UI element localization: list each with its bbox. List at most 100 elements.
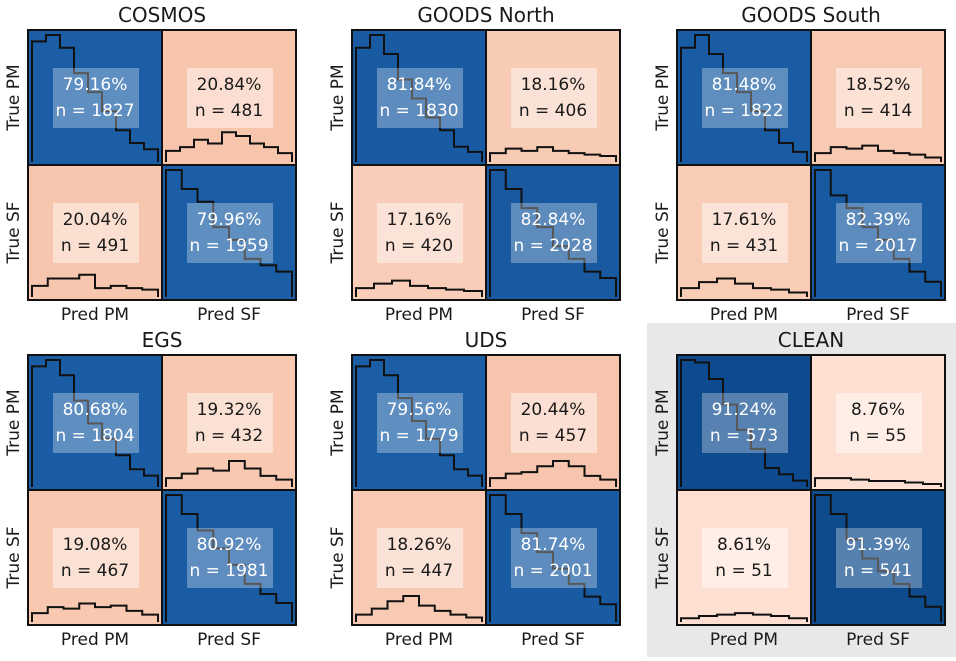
histogram-step bbox=[165, 460, 293, 487]
x-axis-label: Pred SF bbox=[521, 305, 585, 325]
matrix-cell: 8.76% n = 55 bbox=[811, 355, 945, 490]
panel-title: CLEAN bbox=[778, 328, 844, 352]
cell-count: n = 1830 bbox=[379, 101, 458, 121]
label-box bbox=[187, 203, 273, 263]
cell-percent: 20.44% bbox=[521, 400, 586, 420]
cell-count: n = 1822 bbox=[704, 101, 783, 121]
cell-fill bbox=[486, 355, 620, 490]
matrix-cell: 17.16% n = 420 bbox=[352, 165, 486, 300]
histogram-step bbox=[680, 612, 808, 622]
cell-count: n = 431 bbox=[710, 236, 778, 256]
cell-count: n = 1779 bbox=[379, 426, 458, 446]
x-axis-label: Pred SF bbox=[846, 305, 910, 325]
histogram-step bbox=[680, 277, 808, 297]
label-box bbox=[836, 528, 922, 588]
label-box bbox=[377, 203, 463, 263]
matrix-cell: 91.24% n = 573 bbox=[677, 355, 811, 490]
y-axis-label: True SF bbox=[4, 526, 24, 589]
label-box bbox=[702, 203, 788, 263]
histogram-step bbox=[489, 460, 617, 487]
histogram-step bbox=[355, 595, 483, 622]
x-axis-label: Pred PM bbox=[385, 305, 453, 325]
cell-percent: 17.61% bbox=[712, 210, 777, 230]
cell-count: n = 1981 bbox=[189, 561, 268, 581]
histogram-step bbox=[165, 131, 293, 162]
histogram-step bbox=[355, 34, 483, 162]
matrix-cell: 79.96% n = 1959 bbox=[162, 165, 296, 300]
cell-count: n = 467 bbox=[61, 561, 129, 581]
histogram-step bbox=[31, 34, 159, 162]
x-axis-label: Pred PM bbox=[710, 305, 778, 325]
cell-count: n = 457 bbox=[519, 426, 587, 446]
y-axis-label: True SF bbox=[328, 201, 348, 264]
histogram-step bbox=[355, 279, 483, 297]
y-axis-label: True PM bbox=[328, 389, 348, 456]
cell-count: n = 51 bbox=[715, 561, 772, 581]
cell-count: n = 2028 bbox=[513, 236, 592, 256]
label-box bbox=[702, 68, 788, 128]
matrix-cell: 81.48% n = 1822 bbox=[677, 30, 811, 165]
cell-percent: 91.24% bbox=[712, 400, 777, 420]
matrix-cell: 18.16% n = 406 bbox=[486, 30, 620, 165]
cell-percent: 19.08% bbox=[63, 535, 128, 555]
cell-percent: 8.76% bbox=[851, 400, 905, 420]
label-box bbox=[836, 68, 922, 128]
y-axis-label: True PM bbox=[4, 64, 24, 131]
x-axis-label: Pred SF bbox=[846, 630, 910, 650]
cell-count: n = 1959 bbox=[189, 236, 268, 256]
cell-count: n = 2001 bbox=[513, 561, 592, 581]
cell-count: n = 432 bbox=[195, 426, 263, 446]
panel-uds: UDS 79.56% n = 1779 20.44% n = 457 18.26% n = … bbox=[328, 328, 621, 650]
matrix-cell: 18.52% n = 414 bbox=[811, 30, 945, 165]
cell-count: n = 1804 bbox=[55, 426, 134, 446]
matrix-cell: 82.39% n = 2017 bbox=[811, 165, 945, 300]
cell-percent: 91.39% bbox=[846, 535, 911, 555]
matrix-cell: 17.61% n = 431 bbox=[677, 165, 811, 300]
cell-fill bbox=[811, 355, 945, 490]
matrix-cell: 82.84% n = 2028 bbox=[486, 165, 620, 300]
label-box bbox=[511, 203, 597, 263]
histogram-step bbox=[680, 34, 808, 162]
cell-percent: 82.39% bbox=[846, 210, 911, 230]
label-box bbox=[377, 393, 463, 453]
cell-count: n = 1827 bbox=[55, 101, 134, 121]
matrix-cell: 20.04% n = 491 bbox=[28, 165, 162, 300]
x-axis-label: Pred PM bbox=[61, 305, 129, 325]
matrix-cell: 19.08% n = 467 bbox=[28, 490, 162, 625]
matrix-cell: 79.16% n = 1827 bbox=[28, 30, 162, 165]
panel-egs: EGS 80.68% n = 1804 19.32% n = 432 19.08% n = … bbox=[4, 328, 297, 650]
label-box bbox=[53, 393, 139, 453]
label-box bbox=[187, 393, 273, 453]
cell-percent: 79.56% bbox=[387, 400, 452, 420]
panel-title: GOODS North bbox=[417, 3, 554, 27]
cell-percent: 19.32% bbox=[197, 400, 262, 420]
cell-percent: 80.92% bbox=[197, 535, 262, 555]
cell-fill bbox=[677, 165, 811, 300]
label-box bbox=[702, 393, 788, 453]
cell-fill bbox=[352, 355, 486, 490]
label-box bbox=[511, 528, 597, 588]
cell-percent: 81.48% bbox=[712, 75, 777, 95]
label-box bbox=[187, 68, 273, 128]
cell-count: n = 414 bbox=[844, 101, 912, 121]
x-axis-label: Pred PM bbox=[710, 630, 778, 650]
panel-title: GOODS South bbox=[741, 3, 881, 27]
label-box bbox=[836, 203, 922, 263]
x-axis-label: Pred SF bbox=[197, 630, 261, 650]
cell-percent: 20.04% bbox=[63, 210, 128, 230]
label-box bbox=[511, 68, 597, 128]
matrix-cell: 79.56% n = 1779 bbox=[352, 355, 486, 490]
panel-clean: CLEAN 91.24% n = 573 8.76% n = 55 8.61% n = 51… bbox=[647, 323, 956, 657]
cell-fill bbox=[162, 30, 296, 165]
y-axis-label: True PM bbox=[328, 64, 348, 131]
panel-cosmos: COSMOS 79.16% n = 1827 20.84% n = 481 20.04% n… bbox=[4, 3, 297, 325]
x-axis-label: Pred SF bbox=[197, 305, 261, 325]
cell-percent: 82.84% bbox=[521, 210, 586, 230]
histogram-step bbox=[489, 146, 617, 162]
histogram-step bbox=[31, 273, 159, 297]
histogram-step bbox=[814, 477, 942, 487]
y-axis-label: True PM bbox=[653, 64, 673, 131]
label-box bbox=[702, 528, 788, 588]
matrix-cell: 81.74% n = 2001 bbox=[486, 490, 620, 625]
